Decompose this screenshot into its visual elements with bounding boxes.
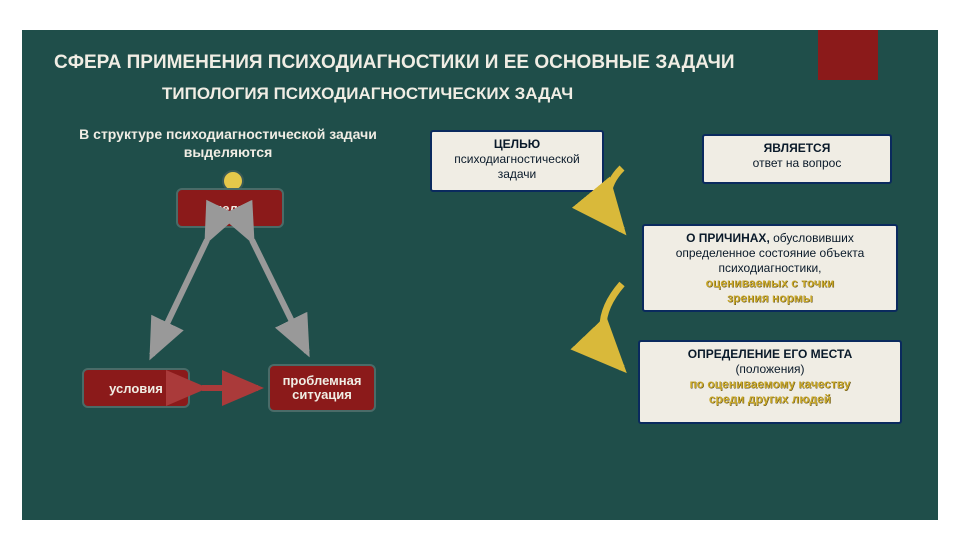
causes-y1: оцениваемых с точки	[706, 276, 835, 290]
causes-l1b: обусловивших	[770, 231, 854, 245]
purpose-line2: задачи	[498, 167, 537, 181]
node-goal: цель	[176, 188, 284, 228]
causes-l3: психодиагностики,	[718, 261, 821, 275]
causes-y2: зрения нормы	[727, 291, 813, 305]
causes-l1a: О ПРИЧИНАХ,	[686, 231, 770, 245]
box-causes: О ПРИЧИНАХ, обусловивших определенное со…	[642, 224, 898, 312]
problem-line1: проблемная	[283, 373, 362, 388]
purpose-head: ЦЕЛЬЮ	[494, 137, 540, 151]
slide-subtitle: ТИПОЛОГИЯ ПСИХОДИАГНОСТИЧЕСКИХ ЗАДАЧ	[162, 84, 573, 104]
box-purpose: ЦЕЛЬЮ психодиагностической задачи	[430, 130, 604, 192]
answer-line1: ответ на вопрос	[753, 156, 842, 170]
slide-title: СФЕРА ПРИМЕНЕНИЯ ПСИХОДИАГНОСТИКИ И ЕЕ О…	[54, 52, 834, 74]
place-sub: (положения)	[735, 362, 804, 376]
place-y2: среди других людей	[709, 392, 831, 406]
answer-head: ЯВЛЯЕТСЯ	[764, 141, 831, 155]
intro-text: В структуре психодиагностической задачи …	[68, 126, 388, 161]
node-conditions: условия	[82, 368, 190, 408]
causes-l2: определенное состояние объекта	[676, 246, 865, 260]
problem-line2: ситуация	[292, 387, 352, 402]
purpose-line1: психодиагностической	[454, 152, 579, 166]
box-place: ОПРЕДЕЛЕНИЕ ЕГО МЕСТА (положения) по оце…	[638, 340, 902, 424]
place-head: ОПРЕДЕЛЕНИЕ ЕГО МЕСТА	[688, 347, 853, 361]
place-y1: по оцениваемому качеству	[689, 377, 850, 391]
slide: СФЕРА ПРИМЕНЕНИЯ ПСИХОДИАГНОСТИКИ И ЕЕ О…	[22, 30, 938, 520]
node-problem: проблемная ситуация	[268, 364, 376, 412]
box-answer: ЯВЛЯЕТСЯ ответ на вопрос	[702, 134, 892, 184]
